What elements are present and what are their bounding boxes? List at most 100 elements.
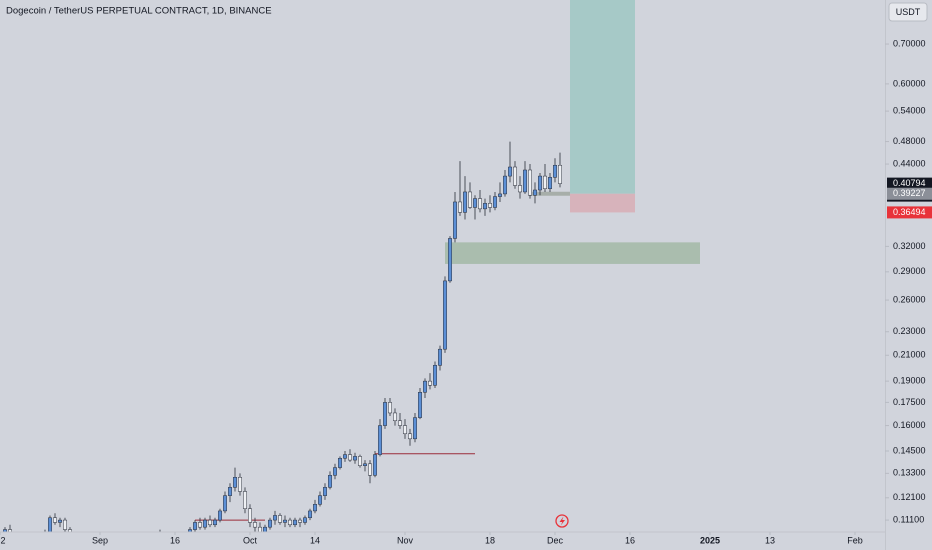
candle-body xyxy=(333,467,337,476)
x-tick-label: 2 xyxy=(0,535,5,545)
y-tick-label: 0.16000 xyxy=(893,420,926,430)
candle-body xyxy=(8,529,12,532)
candle-body xyxy=(228,487,232,496)
candle-body xyxy=(58,519,62,523)
candle-body xyxy=(548,177,552,189)
candle-body xyxy=(288,519,292,526)
candle-body xyxy=(398,420,402,426)
currency-button[interactable] xyxy=(888,2,928,22)
price-tag xyxy=(887,187,932,200)
candle-body xyxy=(403,425,407,435)
y-tick-label: 0.17500 xyxy=(893,397,926,407)
candle-body xyxy=(418,392,422,418)
candle-body xyxy=(53,517,57,523)
y-tick-label: 0.29000 xyxy=(893,266,926,276)
candle-body xyxy=(318,495,322,505)
candle-body xyxy=(528,169,532,196)
candle-body xyxy=(323,487,327,496)
candle-body xyxy=(373,454,377,476)
price-tag xyxy=(887,206,932,219)
zone xyxy=(445,242,700,264)
candle-body xyxy=(303,517,307,523)
candle-body xyxy=(458,201,462,213)
candle-body xyxy=(478,198,482,210)
x-tick-label: Oct xyxy=(243,535,258,545)
candle-body xyxy=(68,529,72,532)
candle-body xyxy=(248,508,252,523)
candle-body xyxy=(313,504,317,512)
y-tick-label: 0.14500 xyxy=(893,445,926,455)
candle-body xyxy=(308,510,312,519)
candle-body xyxy=(508,166,512,177)
y-tick-label: 0.44000 xyxy=(893,158,926,168)
candle-body xyxy=(503,175,507,195)
x-tick-label: 13 xyxy=(765,535,775,545)
candle-body xyxy=(208,519,212,526)
candle-body xyxy=(328,475,332,488)
y-tick-label: 0.23000 xyxy=(893,326,926,336)
x-tick-label: 14 xyxy=(310,535,320,545)
x-tick-label: 2025 xyxy=(700,535,720,545)
currency-label[interactable]: USDT xyxy=(896,7,921,17)
candle-body xyxy=(543,175,547,189)
candle-body xyxy=(453,201,457,239)
alert-icon[interactable] xyxy=(555,514,569,528)
price-tag-label: 0.36494 xyxy=(893,207,926,217)
candle-body xyxy=(233,477,237,488)
candle-body xyxy=(193,522,197,530)
candle-body xyxy=(268,519,272,528)
candle-body xyxy=(298,519,302,523)
candle-body xyxy=(433,365,437,386)
y-tick-label: 0.21000 xyxy=(893,350,926,360)
candle-body xyxy=(533,189,537,196)
candle-body xyxy=(448,238,452,282)
candle-body xyxy=(238,477,242,492)
price-tag-label: 0.39227 xyxy=(893,188,926,198)
candle-body xyxy=(188,529,192,532)
candle-body xyxy=(358,456,362,466)
candle-body xyxy=(273,515,277,521)
candle-body xyxy=(348,454,352,461)
y-tick-label: 0.13300 xyxy=(893,468,926,478)
candle-body xyxy=(63,519,67,530)
y-tick-label: 0.26000 xyxy=(893,294,926,304)
candle-body xyxy=(393,412,397,422)
x-tick-label: Dec xyxy=(547,535,564,545)
chart-title: Dogecoin / TetherUS PERPETUAL CONTRACT, … xyxy=(6,6,272,17)
candle-body xyxy=(483,203,487,210)
candle-body xyxy=(48,517,52,532)
position-stop xyxy=(570,193,635,213)
plot-area xyxy=(3,0,700,532)
x-tick-label: 16 xyxy=(625,535,635,545)
candle-body xyxy=(383,402,387,426)
y-tick-label: 0.19000 xyxy=(893,376,926,386)
candle-body xyxy=(408,433,412,440)
candle-body xyxy=(378,425,382,455)
candle-body xyxy=(223,495,227,512)
candle-body xyxy=(283,519,287,523)
candle-body xyxy=(343,454,347,459)
x-tick-label: Feb xyxy=(847,535,863,545)
x-tick-label: 18 xyxy=(485,535,495,545)
position-target xyxy=(570,0,635,194)
candle-body xyxy=(468,191,472,208)
candle-body xyxy=(243,491,247,509)
candle-body xyxy=(213,519,217,526)
candle-body xyxy=(523,169,527,193)
y-tick-label: 0.12100 xyxy=(893,492,926,502)
x-tick-label: Sep xyxy=(92,535,108,545)
candle-body xyxy=(498,193,502,197)
x-tick-label: Nov xyxy=(397,535,414,545)
candle-body xyxy=(368,463,372,476)
position-entry xyxy=(530,191,570,196)
candle-body xyxy=(518,185,522,193)
candle-body xyxy=(363,463,367,466)
candle-body xyxy=(473,198,477,208)
candle-body xyxy=(253,522,257,528)
y-tick-label: 0.11100 xyxy=(893,514,924,524)
candle-body xyxy=(353,456,357,461)
candle-body xyxy=(558,164,562,184)
